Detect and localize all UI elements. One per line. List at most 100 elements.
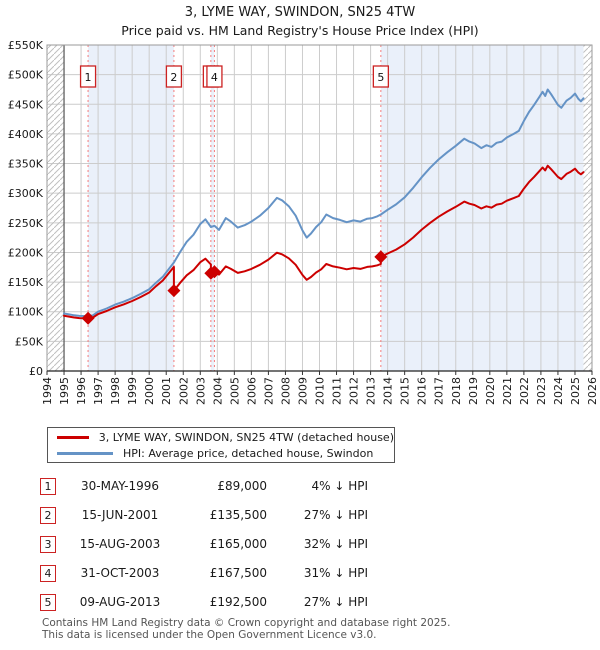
- x-tick-label: 2024: [552, 377, 565, 405]
- x-tick-label: 2011: [331, 377, 344, 405]
- y-tick-label: £550K: [8, 39, 44, 52]
- x-tick-label: 2010: [314, 377, 327, 405]
- legend-item-hpi: HPI: Average price, detached house, Swin…: [48, 445, 394, 461]
- x-tick-label: 1995: [58, 377, 71, 405]
- row-number-badge: 5: [40, 594, 56, 611]
- x-tick-label: 2018: [450, 377, 463, 405]
- hpi-delta: 27% ↓ HPI: [303, 595, 368, 609]
- y-tick-label: £100K: [8, 306, 44, 319]
- x-tick-label: 2012: [348, 377, 361, 405]
- sale-price: £165,000: [209, 537, 267, 551]
- sale-price: £135,500: [209, 508, 267, 522]
- hpi-delta: 32% ↓ HPI: [303, 537, 368, 551]
- y-tick-label: £300K: [8, 187, 44, 200]
- x-tick-label: 2003: [194, 377, 207, 405]
- table-row: 5 09-AUG-2013 £192,500 27% ↓ HPI: [0, 594, 600, 611]
- hpi-series-line: [63, 88, 585, 318]
- table-row: 4 31-OCT-2003 £167,500 31% ↓ HPI: [0, 565, 600, 582]
- x-tick-label: 2008: [279, 377, 292, 405]
- x-tick-label: 2005: [228, 377, 241, 405]
- no-data-hatch: [47, 45, 65, 371]
- x-tick-label: 2001: [160, 377, 173, 405]
- y-tick-label: £250K: [8, 217, 44, 230]
- sale-price: £192,500: [209, 595, 267, 609]
- sale-marker-diamond: [207, 265, 221, 279]
- y-tick-label: £500K: [8, 69, 44, 82]
- sale-date: 30-MAY-1996: [80, 479, 159, 493]
- price-chart: 1234519941995199619971998199920002001200…: [8, 39, 599, 405]
- sale-date: 15-JUN-2001: [81, 508, 159, 522]
- x-tick-label: 2004: [211, 377, 224, 405]
- x-tick-label: 1999: [126, 377, 139, 405]
- sale-marker-diamond: [167, 284, 181, 298]
- ownership-band: [210, 45, 215, 371]
- x-tick-label: 1997: [92, 377, 105, 405]
- x-tick-label: 1998: [109, 377, 122, 405]
- x-tick-label: 1996: [75, 377, 88, 405]
- sale-number-label: 4: [211, 71, 218, 84]
- price-series-line: [63, 164, 585, 320]
- sale-price: £89,000: [217, 479, 267, 493]
- table-row: 1 30-MAY-1996 £89,000 4% ↓ HPI: [0, 478, 600, 495]
- x-tick-label: 2002: [177, 377, 190, 405]
- sale-number-label: 2: [170, 71, 177, 84]
- chart-legend: 3, LYME WAY, SWINDON, SN25 4TW (detached…: [47, 427, 395, 463]
- sale-number-label: 5: [377, 71, 384, 84]
- page-subtitle: Price paid vs. HM Land Registry's House …: [121, 23, 479, 38]
- legend-label: 3, LYME WAY, SWINDON, SN25 4TW (detached…: [98, 430, 394, 444]
- no-data-hatch: [583, 45, 592, 371]
- x-tick-label: 2021: [501, 377, 514, 405]
- ownership-band: [380, 45, 592, 371]
- x-tick-label: 2014: [382, 377, 395, 405]
- hpi-line-swatch: [57, 451, 113, 455]
- x-tick-label: 2006: [245, 377, 258, 405]
- sale-number-box: [165, 65, 183, 88]
- legend-label: HPI: Average price, detached house, Swin…: [123, 446, 374, 460]
- y-tick-label: £50K: [15, 335, 44, 348]
- table-row: 2 15-JUN-2001 £135,500 27% ↓ HPI: [0, 507, 600, 524]
- row-number-badge: 4: [40, 565, 56, 582]
- ownership-band: [88, 45, 174, 371]
- copyright-line: Contains HM Land Registry data © Crown c…: [42, 617, 451, 629]
- hpi-delta: 27% ↓ HPI: [303, 508, 368, 522]
- x-tick-label: 2026: [586, 377, 599, 405]
- sale-date: 31-OCT-2003: [80, 566, 160, 580]
- licence-line: This data is licensed under the Open Gov…: [42, 629, 377, 641]
- sale-price: £167,500: [209, 566, 267, 580]
- sale-marker-diamond: [374, 250, 388, 264]
- sale-number-label: 1: [85, 71, 92, 84]
- y-tick-label: £450K: [8, 98, 44, 111]
- price-line-swatch: [57, 435, 89, 439]
- hpi-delta: 4% ↓ HPI: [311, 479, 368, 493]
- sale-number-box: [79, 65, 97, 88]
- x-tick-label: 2019: [467, 377, 480, 405]
- hpi-delta: 31% ↓ HPI: [303, 566, 368, 580]
- x-tick-label: 1994: [41, 377, 54, 405]
- sale-marker-diamond: [81, 311, 95, 325]
- x-tick-label: 2007: [262, 377, 275, 405]
- page-title: 3, LYME WAY, SWINDON, SN25 4TW: [184, 5, 416, 20]
- x-tick-label: 2000: [143, 377, 156, 405]
- row-number-badge: 2: [40, 507, 56, 524]
- x-tick-label: 2020: [484, 377, 497, 405]
- sale-date: 15-AUG-2003: [79, 537, 161, 551]
- x-tick-label: 2009: [296, 377, 309, 405]
- x-tick-label: 2025: [569, 377, 582, 405]
- legend-item-price: 3, LYME WAY, SWINDON, SN25 4TW (detached…: [48, 429, 394, 445]
- y-tick-label: £200K: [8, 246, 44, 259]
- sale-number-box: [206, 65, 223, 88]
- x-tick-label: 2016: [416, 377, 429, 405]
- x-tick-label: 2023: [535, 377, 548, 405]
- y-tick-label: £400K: [8, 128, 44, 141]
- x-tick-label: 2022: [518, 377, 531, 405]
- sale-date: 09-AUG-2013: [79, 595, 161, 609]
- y-tick-label: £0: [29, 365, 43, 378]
- y-tick-label: £150K: [8, 276, 44, 289]
- row-number-badge: 1: [40, 478, 56, 495]
- x-tick-label: 2015: [399, 377, 412, 405]
- y-tick-label: £350K: [8, 158, 44, 171]
- row-number-badge: 3: [40, 536, 56, 553]
- x-tick-label: 2013: [365, 377, 378, 405]
- table-row: 3 15-AUG-2003 £165,000 32% ↓ HPI: [0, 536, 600, 553]
